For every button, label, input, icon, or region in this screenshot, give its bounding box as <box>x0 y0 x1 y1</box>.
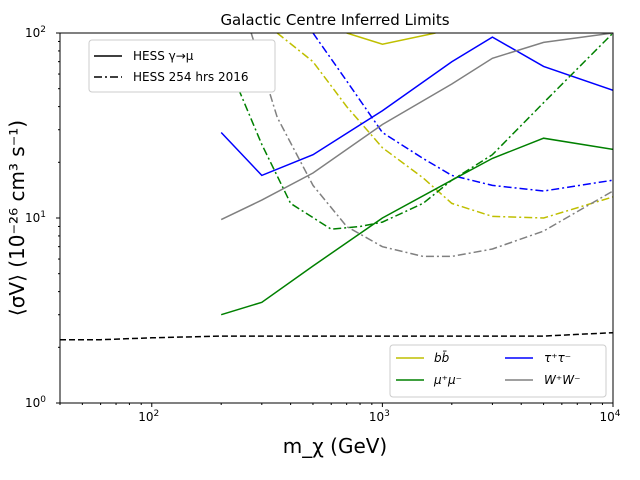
channel-legend: bb̄ τ⁺τ⁻ μ⁺μ⁻ W⁺W⁻ <box>389 344 607 398</box>
x-tick-label-0: 102 <box>138 409 159 424</box>
series-line-5 <box>225 33 613 230</box>
series-line-3 <box>312 33 613 192</box>
x-tick-label-2: 104 <box>599 409 620 424</box>
style-legend-box <box>88 39 276 93</box>
y-tick-label-0: 100 <box>25 395 46 410</box>
channel-legend-box <box>389 344 607 398</box>
style-legend-label-solid: HESS γ→μ <box>133 49 194 63</box>
channel-legend-label-bb: bb̄ <box>434 351 450 365</box>
series-line-0 <box>346 33 436 45</box>
series-line-1 <box>276 33 613 219</box>
channel-legend-label-tautau: τ⁺τ⁻ <box>544 351 571 365</box>
x-tick-label-1: 103 <box>369 409 390 424</box>
series-line-4 <box>220 137 613 316</box>
series-layer <box>60 33 613 341</box>
y-axis-label: ⟨σV⟩ (10⁻²⁶ cm³ s⁻¹) <box>5 120 29 316</box>
series-line-7 <box>250 33 613 258</box>
channel-legend-label-ww: W⁺W⁻ <box>544 373 580 387</box>
chart-title: Galactic Centre Inferred Limits <box>220 11 449 29</box>
series-line-2 <box>220 36 613 177</box>
style-legend-label-dashdot: HESS 254 hrs 2016 <box>133 70 249 84</box>
style-legend: HESS γ→μ HESS 254 hrs 2016 <box>88 39 276 93</box>
x-axis-label: m_χ (GeV) <box>283 434 387 458</box>
channel-legend-label-mumu: μ⁺μ⁻ <box>433 373 462 387</box>
series-line-8 <box>60 331 613 341</box>
series-line-6 <box>220 33 613 221</box>
y-tick-label-2: 102 <box>25 25 46 40</box>
